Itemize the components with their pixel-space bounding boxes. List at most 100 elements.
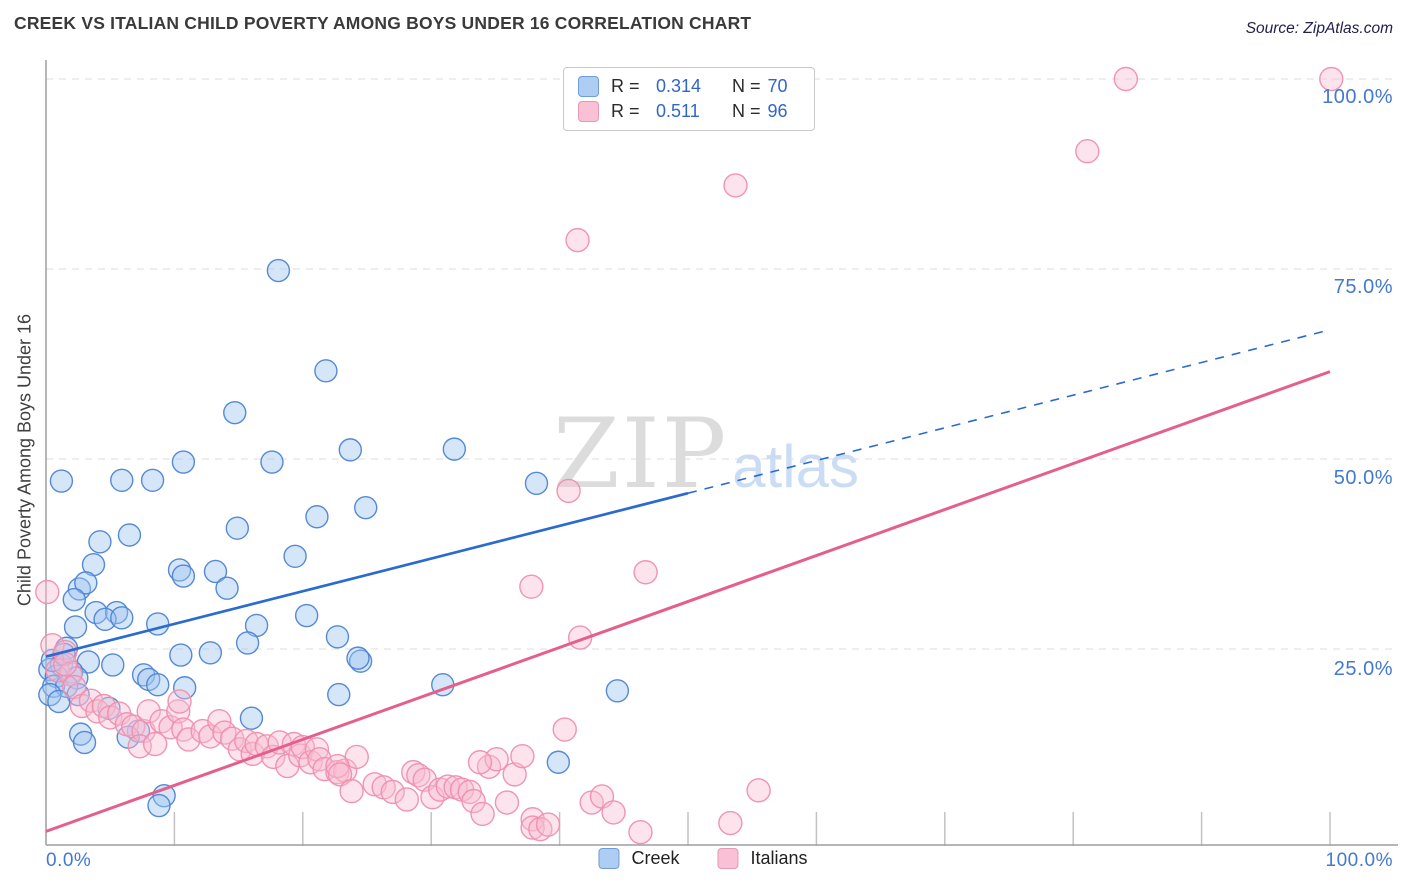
italians-point xyxy=(510,743,535,769)
italians-point xyxy=(327,762,353,787)
n-value-creek: 70 xyxy=(767,76,788,96)
italians-point xyxy=(556,478,581,504)
n-value-italians: 96 xyxy=(767,101,788,121)
creek-point xyxy=(225,516,250,540)
italians-point xyxy=(746,778,771,803)
creek-point xyxy=(325,625,350,649)
creek-point xyxy=(346,646,370,670)
italians-point xyxy=(40,633,65,658)
italians-point xyxy=(520,807,545,832)
creek-point xyxy=(442,437,467,461)
creek-trend-line-extrapolated xyxy=(687,329,1331,494)
creek-point xyxy=(146,673,170,697)
italians-trend-line xyxy=(45,370,1331,833)
y-axis-title: Child Poverty Among Boys Under 16 xyxy=(14,313,35,607)
n-label: N = xyxy=(732,101,761,121)
creek-point xyxy=(72,730,97,755)
creek-point xyxy=(294,603,319,628)
r-value-italians: 0.511 xyxy=(656,101,700,121)
legend-row-creek: R = 0.314 N = 70 xyxy=(578,76,800,97)
italians-point xyxy=(53,652,78,677)
page-title: CREEK VS ITALIAN CHILD POVERTY AMONG BOY… xyxy=(14,13,752,33)
creek-point xyxy=(172,676,197,700)
italians-point xyxy=(298,750,323,775)
creek-point xyxy=(110,606,134,630)
creek-point xyxy=(88,530,112,554)
italians-point xyxy=(394,787,420,812)
creek-point xyxy=(314,359,338,383)
creek-point xyxy=(235,631,260,655)
italians-point xyxy=(362,772,387,797)
r-value-creek: 0.314 xyxy=(656,76,702,96)
italians-point xyxy=(718,810,743,836)
creek-point xyxy=(266,258,291,283)
italians-point xyxy=(142,731,168,757)
creek-swatch-icon xyxy=(598,848,620,869)
italians-point xyxy=(601,800,626,825)
italians-point xyxy=(62,674,87,700)
legend-label-italians: Italians xyxy=(750,848,808,868)
italians-point xyxy=(633,560,658,585)
creek-point xyxy=(338,438,363,462)
creek-point xyxy=(524,471,549,496)
italians-point xyxy=(502,762,527,787)
italians-point xyxy=(127,734,152,759)
italians-point xyxy=(723,173,748,198)
italians-point xyxy=(167,689,192,714)
legend-entry-creek: Creek xyxy=(598,848,679,869)
italians-point xyxy=(234,728,259,754)
italians-point xyxy=(136,699,161,724)
source-label: Source: ZipAtlas.com xyxy=(1245,20,1393,37)
italians-swatch-icon xyxy=(717,848,739,869)
creek-point xyxy=(63,615,88,639)
x-axis-max-label: 100.0% xyxy=(1325,850,1393,871)
italians-point xyxy=(520,815,545,840)
creek-point xyxy=(305,505,329,529)
creek-point xyxy=(260,450,284,474)
creek-point xyxy=(93,607,117,632)
creek-point xyxy=(147,793,171,818)
italians-point xyxy=(198,724,223,749)
y-tick-label-25: 25.0% xyxy=(1333,658,1393,680)
creek-point xyxy=(140,468,165,492)
creek-point xyxy=(169,643,193,667)
creek-point xyxy=(239,706,264,730)
italians-point xyxy=(467,750,493,775)
legend-label-creek: Creek xyxy=(631,848,680,868)
creek-point xyxy=(546,750,571,774)
creek-point xyxy=(283,544,307,568)
n-label: N = xyxy=(732,76,761,96)
italians-point xyxy=(35,579,60,605)
y-tick-label-50: 50.0% xyxy=(1333,467,1393,489)
italians-point xyxy=(552,717,577,742)
italians-point xyxy=(158,715,183,740)
r-label: R = xyxy=(611,76,640,96)
series-legend: Creek Italians xyxy=(598,848,808,869)
legend-entry-italians: Italians xyxy=(717,848,808,869)
italians-point xyxy=(1075,138,1100,164)
italians-point xyxy=(461,788,486,814)
italians-point xyxy=(1113,66,1139,92)
creek-point xyxy=(198,641,223,665)
creek-swatch-icon xyxy=(578,76,599,97)
italians-point xyxy=(166,699,191,724)
creek-point xyxy=(117,523,142,547)
x-axis-min-label: 0.0% xyxy=(46,850,92,871)
legend-row-italians: R = 0.511 N = 96 xyxy=(578,101,800,122)
italians-point xyxy=(275,753,300,779)
creek-point xyxy=(348,649,373,673)
italians-point xyxy=(528,816,553,842)
creek-point xyxy=(146,612,170,636)
creek-point xyxy=(74,571,98,595)
correlation-legend-box: R = 0.314 N = 70 R = 0.511 N = 96 xyxy=(563,67,815,131)
creek-point xyxy=(171,564,196,588)
italians-point xyxy=(406,762,431,788)
creek-point xyxy=(101,653,125,677)
italians-point xyxy=(325,753,350,779)
italians-swatch-icon xyxy=(578,101,599,122)
creek-point xyxy=(354,495,378,520)
creek-point xyxy=(215,576,239,600)
creek-point xyxy=(203,559,228,584)
